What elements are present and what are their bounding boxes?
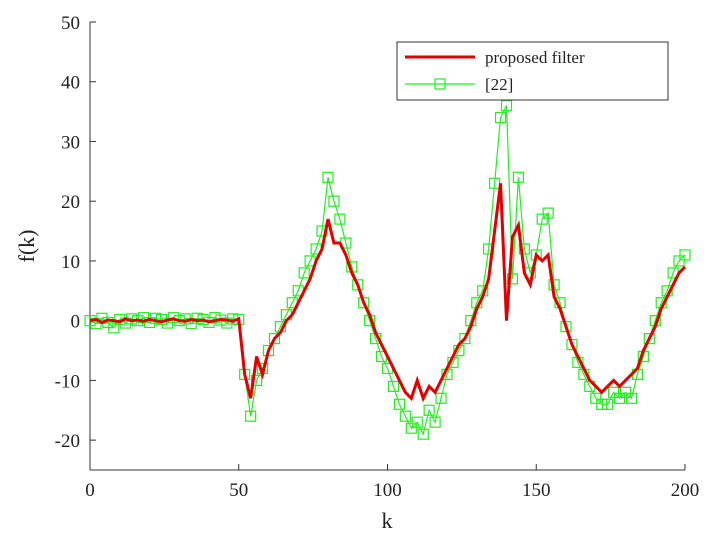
marker <box>566 338 578 351</box>
series <box>89 183 687 403</box>
marker <box>619 386 632 398</box>
marker <box>328 195 340 207</box>
marker <box>590 392 602 404</box>
x-axis-label: k <box>382 508 393 533</box>
marker <box>108 322 120 334</box>
marker <box>518 243 530 255</box>
marker <box>334 213 346 225</box>
y-tick-label: -10 <box>55 371 80 392</box>
y-tick-label: 40 <box>61 73 80 94</box>
marker <box>417 428 429 440</box>
marker <box>512 171 525 183</box>
marker <box>542 207 554 219</box>
marker <box>387 380 400 392</box>
marker <box>268 332 281 345</box>
marker <box>560 321 572 333</box>
y-tick-label: -20 <box>55 431 80 452</box>
series-line <box>89 183 687 403</box>
x-tick-label: 50 <box>229 480 248 501</box>
x-tick-label: 100 <box>373 480 402 501</box>
marker <box>607 386 620 398</box>
y-tick-label: 50 <box>61 13 80 34</box>
marker <box>506 273 519 285</box>
x-tick-label: 150 <box>522 480 551 501</box>
marker <box>536 213 548 225</box>
marker <box>429 416 441 428</box>
series-line <box>89 105 686 436</box>
marker <box>494 111 507 124</box>
marker <box>352 279 364 291</box>
y-tick-label: 20 <box>61 192 80 213</box>
x-tick-label: 0 <box>85 480 95 501</box>
y-tick-label: 30 <box>61 132 80 153</box>
y-axis-label: f(k) <box>14 230 39 263</box>
marker <box>435 392 447 404</box>
marker <box>679 249 691 261</box>
marker <box>643 332 655 345</box>
y-tick-label: 10 <box>61 252 80 273</box>
marker <box>298 267 310 279</box>
marker <box>245 410 257 422</box>
marker <box>209 312 221 324</box>
marker <box>625 392 638 404</box>
legend: proposed filter [22] <box>396 41 669 101</box>
marker <box>500 100 513 112</box>
marker <box>673 255 685 267</box>
marker <box>602 398 614 410</box>
legend-box <box>396 41 669 101</box>
legend-label: proposed filter <box>485 48 585 67</box>
marker <box>251 374 263 386</box>
marker <box>459 332 471 345</box>
marker <box>596 398 608 410</box>
y-tick-label: 0 <box>71 312 81 333</box>
legend-marker <box>434 78 446 90</box>
marker <box>167 312 179 324</box>
marker <box>322 171 334 183</box>
marker <box>221 317 233 329</box>
marker <box>405 422 417 434</box>
legend-label: [22] <box>485 75 513 94</box>
marker <box>613 392 626 404</box>
marker <box>399 410 411 422</box>
marker <box>358 297 370 309</box>
x-tick-label: 200 <box>671 480 700 501</box>
marker <box>423 404 435 416</box>
marker <box>393 398 405 410</box>
marker <box>411 416 423 428</box>
